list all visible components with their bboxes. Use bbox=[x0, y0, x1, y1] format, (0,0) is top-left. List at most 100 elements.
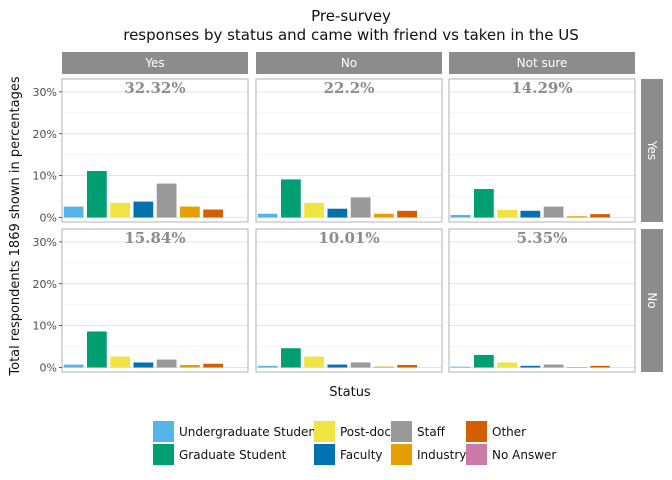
bar bbox=[86, 331, 107, 368]
column-strip bbox=[62, 52, 248, 74]
bar bbox=[450, 366, 471, 368]
y-axis-title: Total respondents 1869 shown in percenta… bbox=[8, 76, 23, 376]
bar bbox=[373, 366, 394, 368]
bar bbox=[63, 364, 84, 368]
panel-border bbox=[255, 78, 443, 223]
bar bbox=[179, 206, 200, 218]
panel-total-label: 5.35% bbox=[517, 229, 568, 247]
legend-swatch bbox=[314, 421, 335, 442]
panel-border bbox=[61, 228, 249, 373]
bar bbox=[520, 210, 541, 218]
legend-label: Faculty bbox=[340, 448, 383, 462]
bar bbox=[257, 213, 278, 218]
chart-title-line-1: Pre-survey bbox=[311, 7, 391, 25]
panel-border bbox=[61, 78, 249, 223]
bar bbox=[543, 206, 564, 218]
panel-background bbox=[449, 229, 635, 372]
legend-swatch bbox=[153, 444, 174, 465]
facet-panel: 15.84% bbox=[61, 228, 249, 373]
panel-border bbox=[448, 228, 636, 373]
bar bbox=[497, 209, 518, 218]
y-tick-label: 20% bbox=[33, 278, 57, 291]
panel-border bbox=[448, 78, 636, 223]
column-strip-label: No bbox=[341, 56, 357, 70]
bar bbox=[133, 362, 154, 368]
legend-label: Graduate Student bbox=[179, 448, 287, 462]
legend: Undergraduate Student Graduate Student Pos… bbox=[153, 421, 556, 465]
row-strips: Yes No bbox=[641, 79, 663, 372]
legend-swatch bbox=[391, 421, 412, 442]
y-tick-label: 10% bbox=[33, 170, 57, 183]
panel-background bbox=[256, 229, 442, 372]
bar bbox=[203, 209, 224, 218]
legend-swatch bbox=[466, 421, 487, 442]
bar bbox=[327, 364, 348, 368]
column-strip-label: Not sure bbox=[517, 56, 568, 70]
bar bbox=[566, 367, 587, 368]
bar bbox=[133, 201, 154, 218]
facet-panel: 5.35% bbox=[448, 228, 636, 373]
bar bbox=[304, 356, 325, 368]
row-strip-label: Yes bbox=[645, 140, 659, 160]
bar bbox=[590, 365, 611, 368]
bar bbox=[203, 363, 224, 368]
row-strip-label: No bbox=[645, 292, 659, 308]
facet-panels: 32.32% 22.2% 14.29% 15.84% 10.01% 5.35% bbox=[61, 78, 636, 373]
chart-title-line-2: responses by status and came with friend… bbox=[123, 26, 579, 44]
bar bbox=[566, 216, 587, 218]
bar bbox=[63, 206, 84, 218]
y-tick-label: 0% bbox=[40, 212, 57, 225]
bar bbox=[179, 364, 200, 368]
legend-label: No Answer bbox=[492, 448, 556, 462]
x-axis-title: Status bbox=[329, 385, 371, 400]
bar bbox=[280, 179, 301, 218]
column-strip bbox=[256, 52, 442, 74]
bar bbox=[280, 348, 301, 368]
y-tick-label: 30% bbox=[33, 236, 57, 249]
legend-label: Undergraduate Student bbox=[179, 425, 321, 439]
bar bbox=[86, 171, 107, 218]
bar bbox=[304, 202, 325, 218]
legend-swatch bbox=[391, 444, 412, 465]
panel-total-label: 32.32% bbox=[124, 79, 185, 97]
legend-label: Staff bbox=[417, 425, 446, 439]
bar bbox=[473, 189, 494, 218]
y-tick-label: 10% bbox=[33, 320, 57, 333]
panel-total-label: 10.01% bbox=[318, 229, 379, 247]
bar bbox=[590, 214, 611, 218]
bar bbox=[397, 210, 418, 218]
legend-swatch bbox=[466, 444, 487, 465]
bar bbox=[350, 362, 371, 368]
panel-total-label: 15.84% bbox=[124, 229, 185, 247]
y-tick-label: 0% bbox=[40, 362, 57, 375]
bar bbox=[156, 183, 177, 218]
row-strip bbox=[641, 229, 663, 372]
bar bbox=[110, 356, 131, 368]
bar bbox=[397, 364, 418, 368]
bar bbox=[543, 364, 564, 368]
facet-panel: 10.01% bbox=[255, 228, 443, 373]
legend-swatch bbox=[314, 444, 335, 465]
legend-swatch bbox=[153, 421, 174, 442]
panel-total-label: 14.29% bbox=[511, 79, 572, 97]
bar bbox=[473, 354, 494, 368]
bar bbox=[156, 359, 177, 368]
bar bbox=[110, 202, 131, 218]
row-strip bbox=[641, 79, 663, 222]
panel-border bbox=[255, 228, 443, 373]
legend-label: Other bbox=[492, 425, 526, 439]
y-tick-label: 30% bbox=[33, 86, 57, 99]
facet-panel: 14.29% bbox=[448, 78, 636, 223]
bar bbox=[520, 365, 541, 368]
bar bbox=[257, 365, 278, 368]
column-strip-label: Yes bbox=[144, 56, 164, 70]
bar bbox=[450, 214, 471, 218]
legend-label: Industry bbox=[417, 448, 466, 462]
facet-panel: 32.32% bbox=[61, 78, 249, 223]
panel-total-label: 22.2% bbox=[324, 79, 375, 97]
y-tick-label: 20% bbox=[33, 128, 57, 141]
bar bbox=[373, 213, 394, 218]
bar bbox=[327, 208, 348, 218]
chart-title: Pre-survey responses by status and came … bbox=[123, 7, 579, 44]
